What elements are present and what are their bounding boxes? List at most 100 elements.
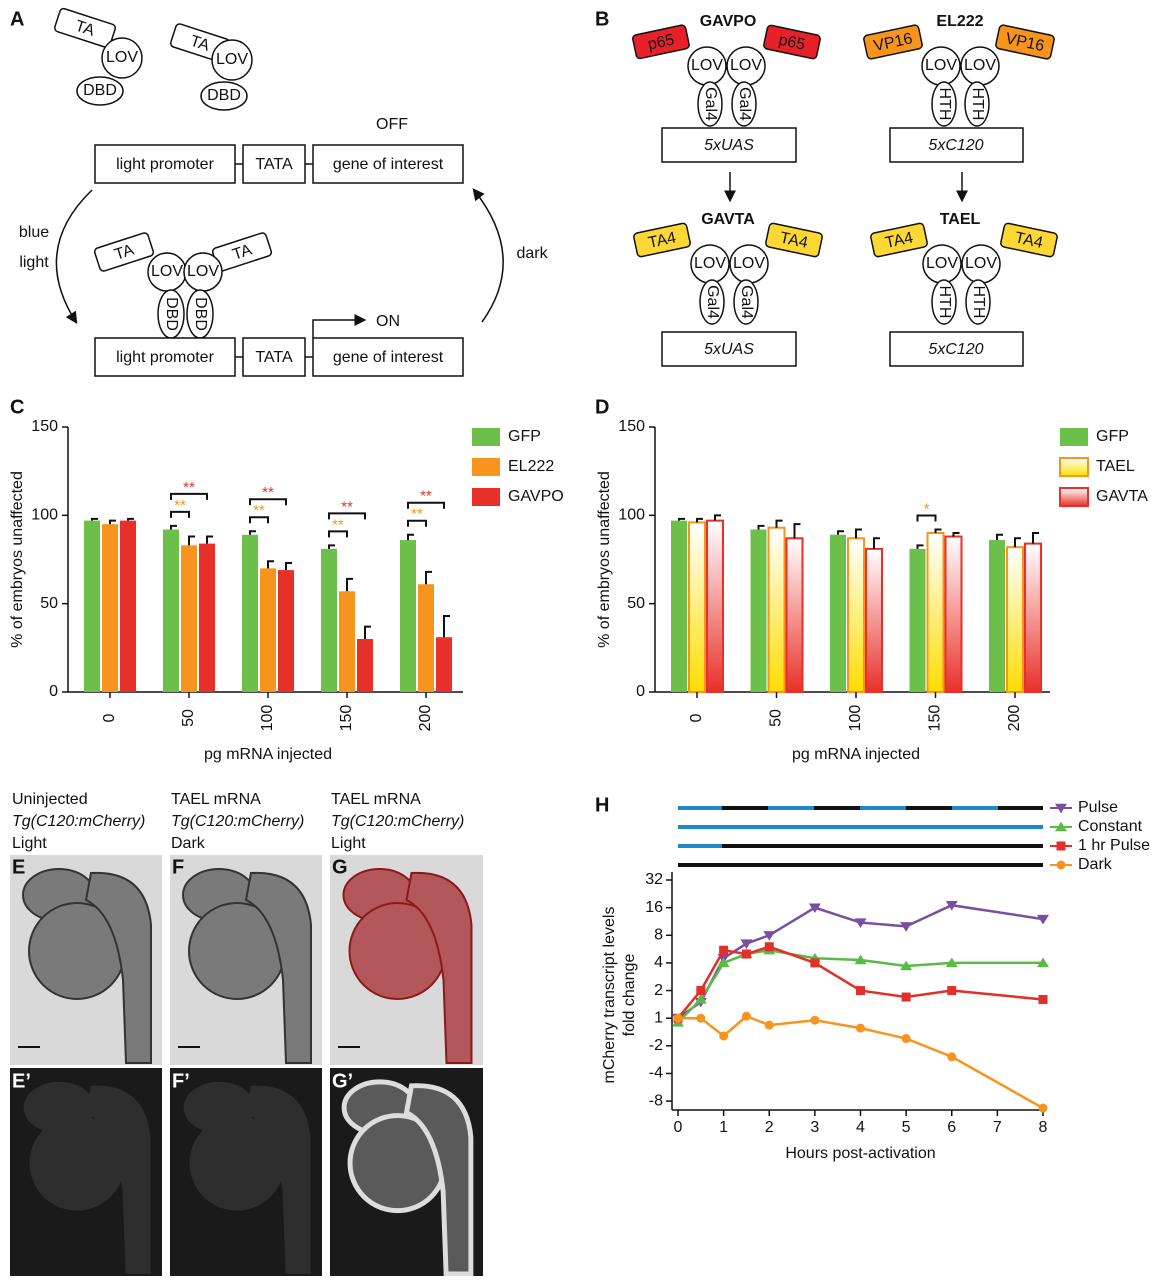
error-bar — [916, 544, 924, 549]
lov-label: LOV — [733, 255, 765, 272]
significance-label: ** — [174, 497, 186, 514]
y-tick-label: 150 — [618, 418, 645, 435]
off-label: OFF — [376, 116, 408, 133]
image-caption: Light — [12, 835, 47, 852]
image-caption: Tg(C120:mCherry) — [171, 813, 304, 830]
marker — [854, 954, 867, 965]
lov-label: LOV — [694, 255, 726, 272]
y-axis-label: % of embryos unaffected — [596, 471, 613, 648]
legend-swatch — [472, 488, 500, 506]
y-tick-label: 16 — [645, 899, 663, 916]
tata-box — [242, 337, 306, 377]
dbd-label: DBD — [83, 82, 117, 99]
error-bar — [425, 570, 432, 585]
bar — [847, 537, 865, 693]
panel-label: A — [10, 8, 24, 30]
lov-label: LOV — [216, 51, 248, 68]
error-bar — [91, 517, 98, 521]
promoter-box — [94, 144, 236, 184]
series-line — [678, 1014, 1044, 1110]
bar — [671, 520, 687, 692]
dark-label: dark — [516, 245, 548, 262]
legend-swatch — [1060, 428, 1088, 446]
significance-bracket — [407, 519, 427, 527]
error-bar — [346, 577, 353, 592]
error-bar — [328, 544, 335, 549]
ta4-box — [870, 222, 928, 258]
bar — [181, 545, 197, 692]
bar — [84, 520, 100, 692]
bar — [830, 534, 846, 692]
p65-label: p65 — [646, 31, 676, 53]
bar — [944, 535, 963, 693]
legend-swatch — [1059, 487, 1089, 507]
bar — [865, 547, 883, 694]
bar — [260, 568, 276, 692]
panel-label: C — [10, 396, 24, 418]
legend-label: TAEL — [1096, 458, 1135, 475]
error-bar — [952, 532, 960, 537]
marker — [945, 901, 958, 911]
legend-label: GFP — [1096, 428, 1129, 445]
legend-label: EL222 — [508, 458, 554, 475]
marker — [764, 942, 774, 952]
significance-bracket — [916, 514, 937, 522]
y-tick-label: 2 — [654, 982, 663, 999]
x-tick-label: 150 — [927, 705, 944, 732]
bar — [767, 526, 786, 694]
gene-label: gene of interest — [333, 156, 444, 173]
c120-label: 5xC120 — [928, 341, 983, 358]
legend-marker — [1055, 821, 1067, 832]
significance-bracket — [328, 512, 366, 520]
bar — [321, 548, 337, 692]
dbd — [200, 81, 248, 111]
bar — [436, 637, 452, 692]
image-caption: Tg(C120:mCherry) — [12, 813, 145, 830]
ta4-box — [633, 222, 691, 258]
x-tick-label: 100 — [259, 705, 276, 732]
image-caption: Light — [331, 835, 366, 852]
construct-title: GAVPO — [700, 13, 757, 30]
construct-title: EL222 — [936, 13, 983, 30]
panel-label: E — [12, 856, 25, 878]
ta4-box — [1000, 222, 1058, 258]
error-bar — [285, 562, 292, 571]
y-tick-label: 150 — [31, 418, 58, 435]
x-tick-label: 200 — [1006, 705, 1023, 732]
y-tick-label: 8 — [654, 926, 663, 943]
marker — [673, 1013, 683, 1023]
marker — [901, 1034, 911, 1044]
marker — [717, 957, 730, 968]
y-tick-label: 0 — [49, 683, 58, 700]
lov-label: LOV — [106, 49, 138, 66]
series-line — [677, 945, 1044, 1019]
bar — [688, 521, 706, 694]
hth — [931, 279, 957, 325]
marker — [1037, 914, 1049, 925]
uas-box — [661, 331, 797, 367]
legend-label: GAVTA — [1096, 488, 1148, 505]
gal4-label: Gal4 — [702, 87, 719, 121]
y-tick-label: 100 — [31, 507, 58, 524]
gal4 — [733, 279, 759, 325]
ta-box — [54, 7, 116, 49]
p65-box — [632, 24, 690, 60]
bar — [199, 543, 215, 692]
marker — [900, 960, 913, 971]
significance-bracket — [170, 492, 208, 500]
y-tick-label: 32 — [645, 871, 663, 888]
error-bar — [443, 615, 450, 638]
p65-label: p65 — [777, 32, 807, 54]
error-bar — [837, 530, 844, 535]
marker — [1038, 994, 1048, 1004]
marker — [808, 903, 821, 914]
lov-label: LOV — [187, 263, 219, 280]
panel-images: Uninjected Tg(C120:mCherry) Light TAEL m… — [10, 791, 483, 1276]
tata-box — [242, 144, 306, 184]
significance-bracket — [249, 498, 287, 506]
marker — [764, 1020, 774, 1030]
ta-label: TA — [188, 33, 212, 55]
ta-label: TA — [112, 242, 136, 264]
hth-label: HTH — [969, 88, 986, 121]
marker — [854, 918, 867, 928]
